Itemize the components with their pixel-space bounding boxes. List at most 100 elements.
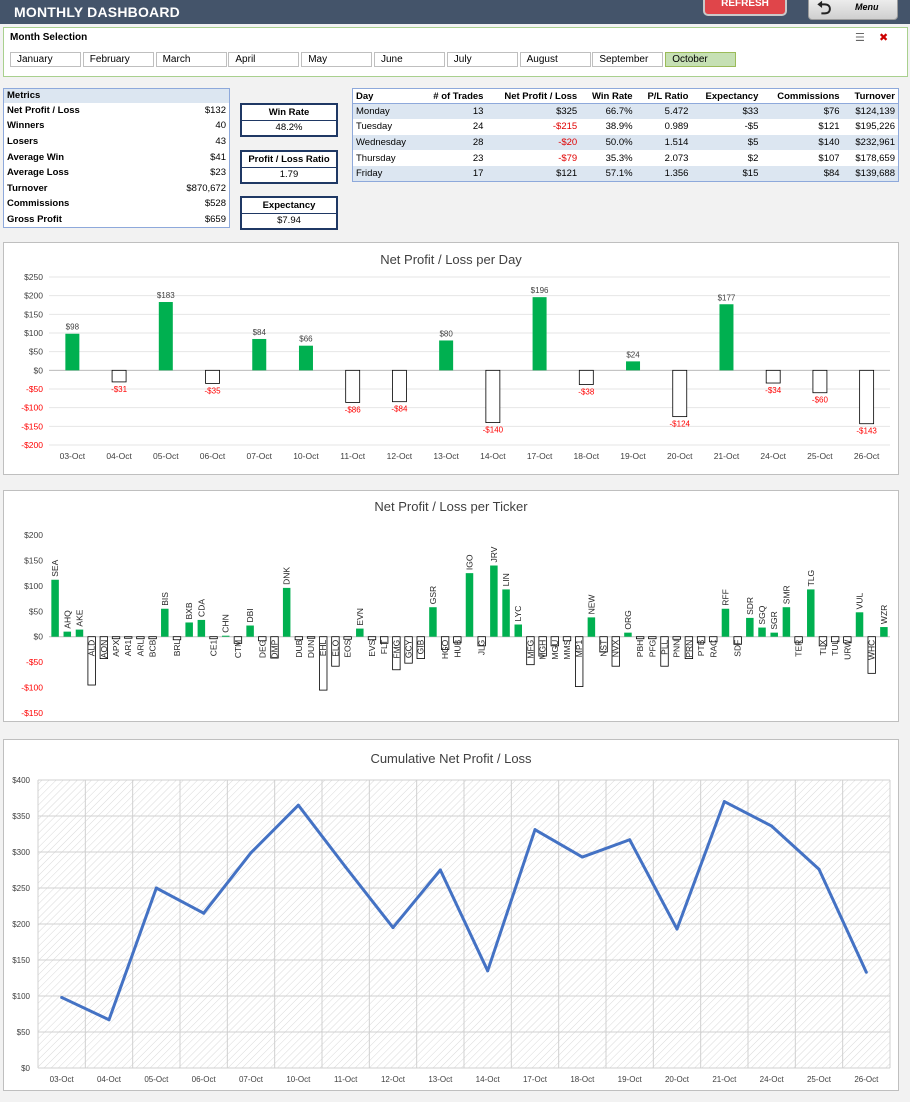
- month-button-october[interactable]: October: [665, 52, 737, 67]
- ticker-bar: [709, 636, 718, 643]
- month-button-january[interactable]: January: [10, 52, 81, 67]
- day-table-cell: $121: [818, 121, 840, 133]
- month-button-august[interactable]: August: [519, 52, 591, 67]
- month-button-march[interactable]: March: [155, 52, 227, 67]
- ticker-pl-chart-title: Net Profit / Loss per Ticker: [374, 499, 528, 514]
- cumulative-point: [675, 927, 679, 931]
- ticker-label: LIN: [501, 573, 511, 586]
- win-rate-value: 48.2%: [275, 122, 303, 133]
- x-tick-label: 12-Oct: [381, 1075, 406, 1084]
- ticker-label: JLG: [477, 640, 487, 656]
- bar-data-label: -$140: [483, 426, 504, 435]
- ticker-label: BCB: [148, 639, 158, 657]
- month-button-april[interactable]: April: [228, 52, 300, 67]
- y-tick-label: $0: [21, 1064, 30, 1073]
- cumulative-point: [628, 838, 632, 842]
- month-button-september[interactable]: September: [592, 52, 664, 67]
- month-button-june[interactable]: June: [374, 52, 445, 67]
- y-tick-label: $200: [12, 920, 30, 929]
- ticker-bar: [538, 636, 547, 657]
- ticker-bar: [161, 608, 169, 637]
- x-tick-label: 26-Oct: [854, 451, 880, 461]
- day-table-cell: 23: [472, 152, 484, 164]
- month-button-may[interactable]: May: [301, 52, 373, 67]
- day-table-cell: $15: [691, 165, 762, 182]
- ticker-bar: [416, 636, 425, 659]
- clear-filter-icon[interactable]: ✖: [879, 32, 889, 44]
- ticker-bar: [465, 573, 474, 637]
- metric-value: $659: [204, 213, 226, 225]
- ticker-label: SGQ: [757, 605, 767, 624]
- metric-label: Average Loss: [7, 167, 69, 179]
- refresh-button[interactable]: REFRESH: [703, 0, 787, 16]
- x-tick-label: 19-Oct: [620, 451, 646, 461]
- daily-bar: [765, 369, 781, 384]
- y-tick-label: -$50: [26, 657, 43, 667]
- ticker-bar: [246, 625, 254, 637]
- x-tick-label: 19-Oct: [618, 1075, 643, 1084]
- day-of-week-table: Day # of Trades Net Profit / Loss Win Rate P…: [352, 88, 899, 182]
- x-tick-label: 06-Oct: [192, 1075, 217, 1084]
- day-table-cell: -$5: [744, 121, 759, 133]
- month-selection-label: Month Selection: [10, 32, 88, 43]
- day-table-row: Monday 13 $325 66.7% 5.472 $33 $76 $124,139: [352, 103, 899, 120]
- daily-bar: [65, 333, 80, 371]
- month-button-february[interactable]: February: [82, 52, 154, 67]
- ticker-label: NEW: [586, 595, 596, 615]
- ticker-label: MGH: [538, 640, 548, 660]
- ticker-label: EVS: [367, 639, 377, 656]
- ticker-label: SDF: [733, 640, 743, 657]
- day-table-row: Thursday 23 -$79 35.3% 2.073 $2 $107 $178,659: [353, 150, 899, 166]
- expectancy-value: $7.94: [277, 215, 301, 226]
- metric-value: $23: [210, 167, 226, 179]
- ticker-bar: [575, 636, 584, 687]
- ticker-bar: [148, 636, 157, 640]
- cumulative-point: [438, 868, 442, 872]
- ticker-label: HGO: [440, 639, 450, 659]
- metrics-header: Metrics: [3, 88, 230, 103]
- ticker-label: VUL: [855, 592, 865, 609]
- menu-button[interactable]: ⮌ Menu: [808, 0, 898, 20]
- daily-pl-chart-title: Net Profit / Loss per Day: [380, 252, 522, 267]
- metric-value: $41: [210, 151, 226, 163]
- multi-select-icon[interactable]: ☰: [855, 32, 865, 44]
- ticker-bar: [367, 636, 377, 641]
- ticker-label: DBI: [245, 608, 255, 622]
- x-tick-label: 18-Oct: [570, 1075, 595, 1084]
- ticker-bar: [331, 636, 340, 667]
- ticker-bar: [855, 612, 864, 637]
- ticker-label: PLL: [660, 639, 670, 654]
- ticker-label: DNK: [282, 567, 292, 585]
- y-tick-label: $100: [24, 328, 43, 338]
- ticker-label: TLX: [818, 639, 828, 655]
- ticker-label: AKE: [74, 609, 84, 626]
- day-table-cell: $84: [761, 165, 843, 182]
- menu-label: Menu: [855, 2, 879, 12]
- x-tick-label: 25-Oct: [807, 1075, 832, 1084]
- x-tick-label: 25-Oct: [807, 451, 833, 461]
- ticker-bar: [672, 636, 681, 640]
- ticker-bar: [502, 589, 510, 637]
- ticker-bar: [660, 636, 669, 667]
- y-tick-label: $0: [34, 632, 44, 642]
- bar-data-label: $177: [718, 293, 736, 302]
- day-table-row: Tuesday 24 -$215 38.9% 0.989 -$5 $121 $195,226: [353, 119, 899, 135]
- metric-value: $132: [204, 104, 226, 116]
- bar-data-label: $66: [299, 335, 313, 344]
- daily-bar: [532, 297, 547, 371]
- ticker-label: IGO: [465, 554, 475, 570]
- ticker-label: TLG: [806, 570, 816, 587]
- day-table-cell: $124,139: [842, 103, 899, 120]
- ticker-label: BIS: [160, 592, 170, 606]
- metrics-table: Metrics Net Profit / Loss $132 Winners 40 Lo…: [3, 88, 230, 228]
- ticker-bar: [550, 636, 559, 647]
- ticker-bar: [599, 636, 608, 653]
- month-button-july[interactable]: July: [446, 52, 518, 67]
- cumulative-point: [107, 1018, 111, 1022]
- ticker-bar: [319, 636, 328, 691]
- cumulative-point: [533, 828, 537, 832]
- ticker-bar: [880, 627, 888, 637]
- metric-label: Commissions: [7, 198, 70, 210]
- ticker-bar: [477, 636, 486, 647]
- cumulative-pl-chart-title: Cumulative Net Profit / Loss: [370, 751, 532, 766]
